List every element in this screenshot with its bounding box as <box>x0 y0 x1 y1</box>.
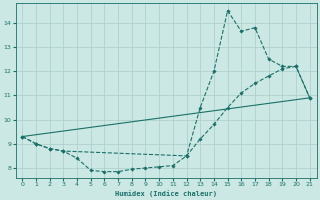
X-axis label: Humidex (Indice chaleur): Humidex (Indice chaleur) <box>115 190 217 197</box>
